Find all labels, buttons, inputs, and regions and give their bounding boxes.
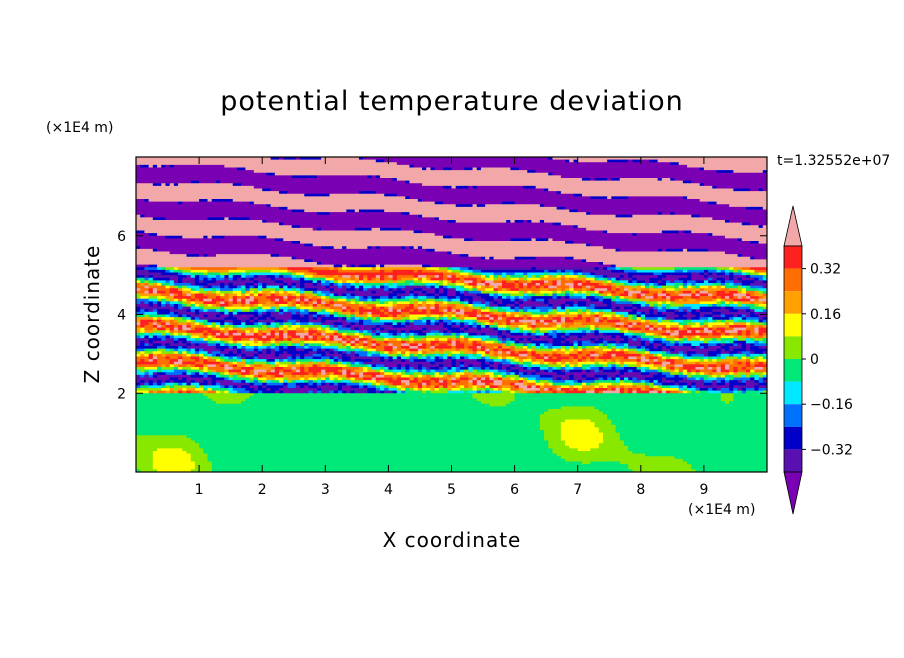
contour-field xyxy=(136,157,768,473)
